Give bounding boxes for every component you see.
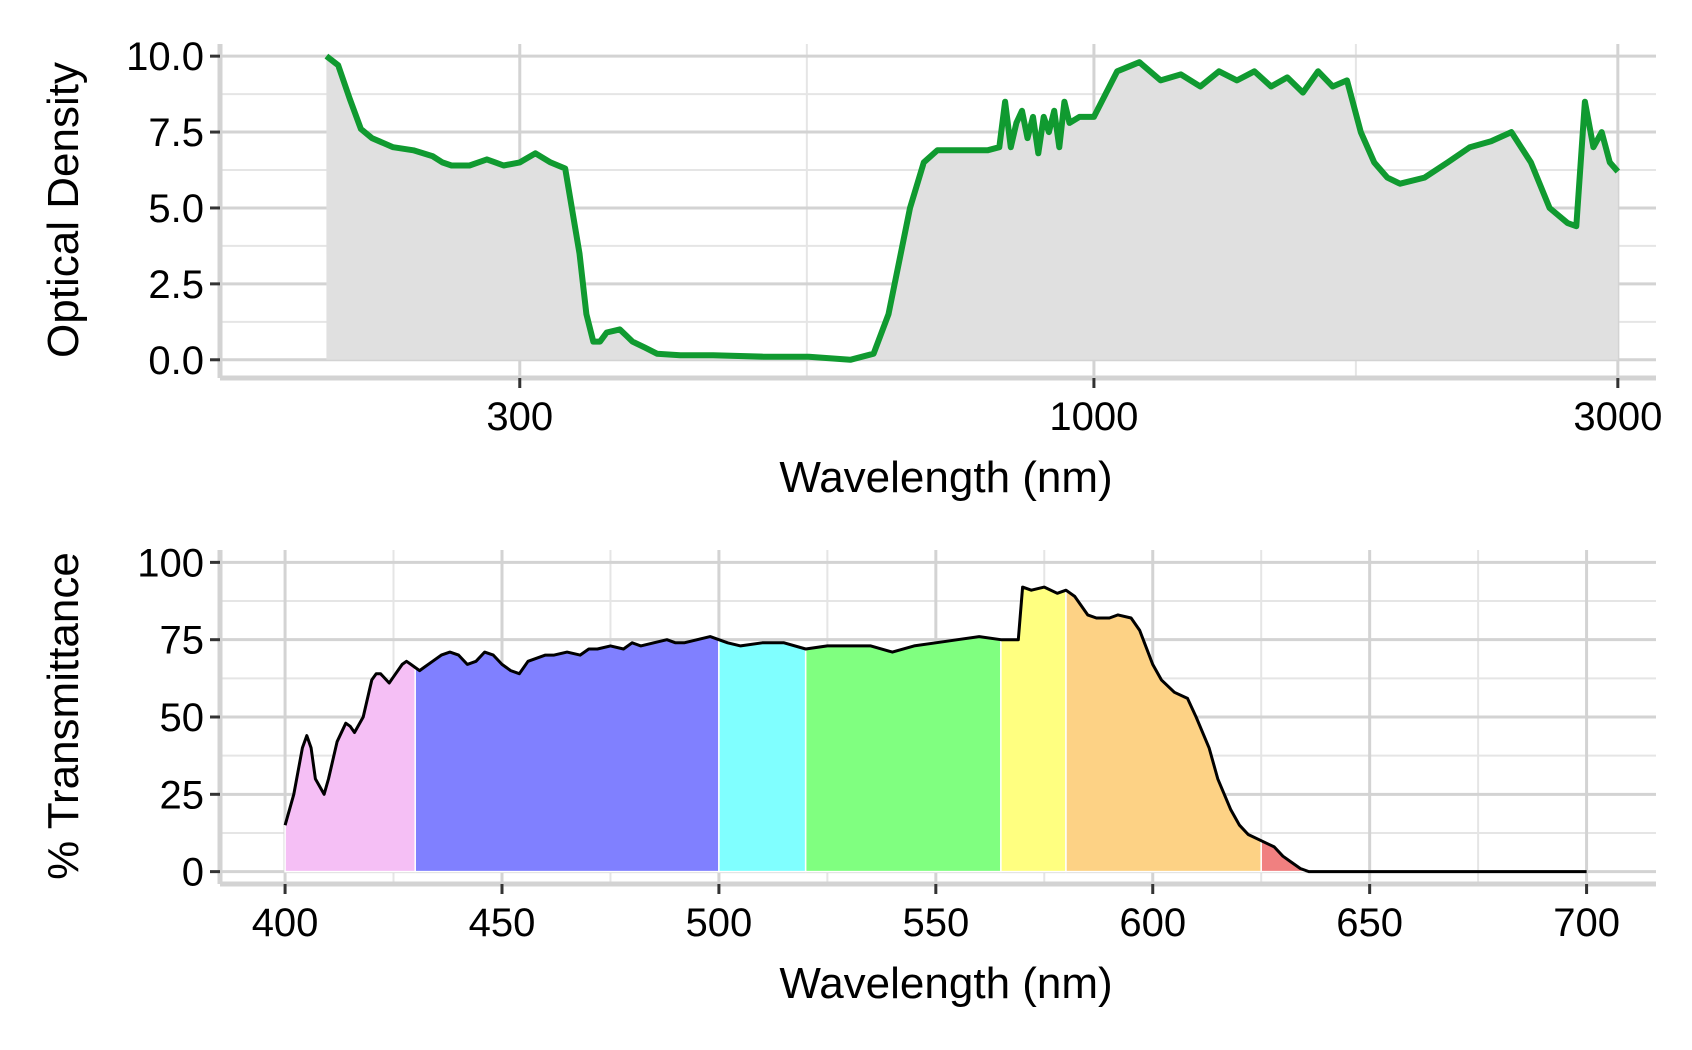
spectral-band-area — [1065, 588, 1262, 873]
transmittance-y-tick-label: 75 — [160, 619, 205, 663]
transmittance-x-tick-label: 600 — [1119, 901, 1186, 945]
transmittance-x-tick-label: 550 — [902, 901, 969, 945]
transmittance-y-tick-label: 0 — [182, 851, 204, 895]
od-x-tick-label: 300 — [486, 395, 553, 439]
transmittance-panel: % Transmittance Wavelength (nm) 0 25 50 75 1… — [39, 541, 1656, 1008]
transmittance-y-tick-label: 25 — [160, 773, 205, 817]
transmittance-x-tick-label: 700 — [1553, 901, 1620, 945]
transmittance-x-tick-label: 500 — [686, 901, 753, 945]
transmittance-color-bands — [284, 586, 1306, 873]
spectral-band-area — [414, 635, 720, 873]
transmittance-x-tick-label: 650 — [1336, 901, 1403, 945]
od-x-tick-label: 3000 — [1573, 395, 1662, 439]
transmittance-y-tick-label: 50 — [160, 696, 205, 740]
spectral-band-area — [804, 635, 1002, 873]
od-area-fill — [326, 56, 1618, 360]
spectral-band-area — [1000, 586, 1067, 873]
od-series-line — [324, 53, 1621, 363]
od-y-tick-label: 7.5 — [148, 111, 204, 155]
optical-density-panel: Optical Density Wavelength (nm) 0.0 2.5 5.… — [39, 35, 1662, 502]
od-y-tick-label: 2.5 — [148, 263, 204, 307]
od-y-axis-title: Optical Density — [39, 62, 88, 358]
spectral-band-area — [284, 660, 416, 873]
od-x-tick-label: 1000 — [1049, 395, 1138, 439]
od-y-tick-label: 10.0 — [126, 35, 204, 79]
transmittance-x-tick-label: 400 — [252, 901, 319, 945]
transmittance-x-axis-title: Wavelength (nm) — [779, 959, 1112, 1008]
od-y-tick-label: 5.0 — [148, 187, 204, 231]
transmittance-y-axis-title: % Transmittance — [39, 552, 88, 880]
od-y-tick-label: 0.0 — [148, 339, 204, 383]
transmittance-y-tick-label: 100 — [137, 541, 204, 585]
transmittance-series-line — [283, 585, 1587, 874]
spectral-band-area — [718, 638, 807, 873]
transmittance-x-tick-label: 450 — [469, 901, 536, 945]
od-x-axis-title: Wavelength (nm) — [779, 453, 1112, 502]
